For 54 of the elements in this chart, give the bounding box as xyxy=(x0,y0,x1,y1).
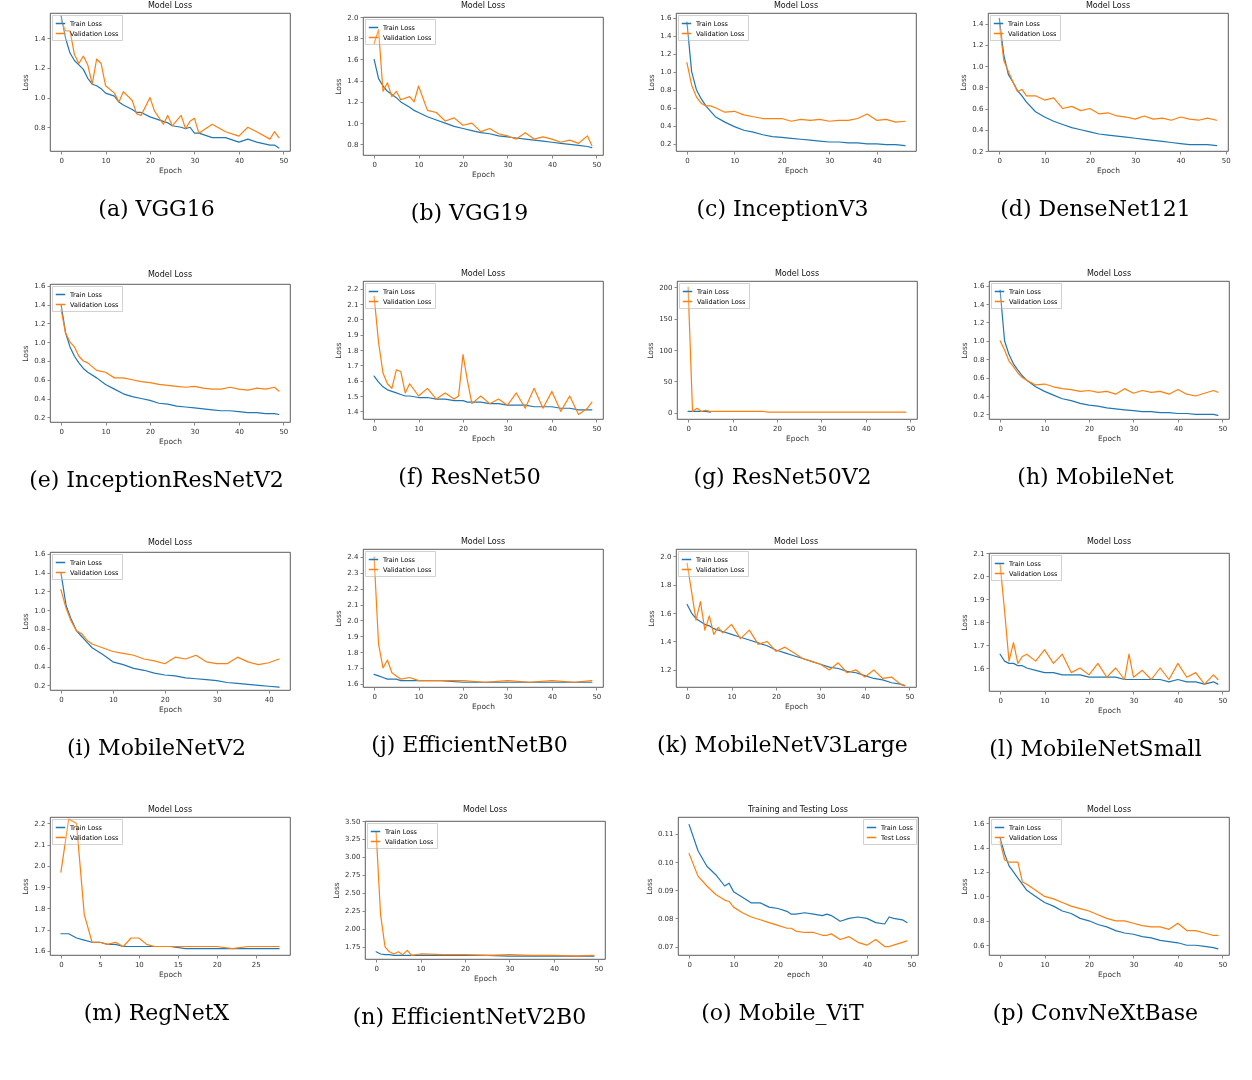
line-series xyxy=(373,29,593,147)
text: (m) RegNetX xyxy=(83,1000,230,1025)
text: (b) VGG19 xyxy=(410,200,529,225)
chart-title: Model Loss xyxy=(460,537,506,546)
line-series xyxy=(998,23,1217,121)
chart-title: Model Loss xyxy=(773,1,819,10)
line-series xyxy=(686,62,906,123)
line-series xyxy=(999,340,1219,397)
line-series xyxy=(999,563,1219,685)
line-series xyxy=(999,289,1219,416)
chart-title: Model Loss xyxy=(147,537,193,547)
text: (o) Mobile_ViT xyxy=(701,1000,864,1025)
text: (p) ConvNeXtBase xyxy=(992,1000,1199,1025)
line-series xyxy=(999,653,1219,685)
text: (n) EfficientNetV2B0 xyxy=(352,1004,587,1029)
text: (c) InceptionV3 xyxy=(696,196,869,221)
line-series xyxy=(998,17,1217,147)
chart-title: Model Loss xyxy=(1085,1,1130,10)
line-series xyxy=(375,831,595,957)
chart-title: Training and Testing Loss xyxy=(747,805,848,814)
chart-title: Model Loss xyxy=(462,805,508,814)
line-series xyxy=(60,818,280,950)
text: (h) MobileNet xyxy=(1017,464,1174,489)
line-series xyxy=(373,375,593,411)
line-series xyxy=(60,588,280,666)
line-series xyxy=(687,286,907,413)
line-series xyxy=(60,304,280,416)
chart-title: Model Loss xyxy=(460,269,506,278)
chart-title: Model Loss xyxy=(147,269,193,279)
chart-title: Model Loss xyxy=(460,1,506,10)
chart-title: Model Loss xyxy=(1086,537,1132,546)
line-series xyxy=(60,308,280,392)
line-series xyxy=(686,21,906,147)
chart-title: Model Loss xyxy=(774,269,820,278)
chart-title: Model Loss xyxy=(1086,805,1132,814)
text: (k) MobileNetV3Large xyxy=(657,732,908,757)
chart-title: Model Loss xyxy=(147,1,193,10)
line-series xyxy=(60,572,280,688)
text: (l) MobileNetSmall xyxy=(989,736,1202,761)
chart-title: Model Loss xyxy=(147,805,193,814)
chart-title: Model Loss xyxy=(1086,269,1132,278)
text: (j) EfficientNetB0 xyxy=(371,732,568,757)
text: (g) ResNet50V2 xyxy=(693,464,872,489)
text: (a) VGG16 xyxy=(98,196,215,221)
line-series xyxy=(686,562,906,687)
line-series xyxy=(373,58,593,149)
text: (f) ResNet50 xyxy=(398,464,541,489)
line-series xyxy=(373,295,593,415)
line-series xyxy=(373,556,593,683)
text: (i) MobileNetV2 xyxy=(66,735,247,760)
text: (e) InceptionResNetV2 xyxy=(29,467,284,492)
text: (d) DenseNet121 xyxy=(1000,196,1191,221)
chart-title: Model Loss xyxy=(773,537,819,546)
line-series xyxy=(688,853,908,948)
